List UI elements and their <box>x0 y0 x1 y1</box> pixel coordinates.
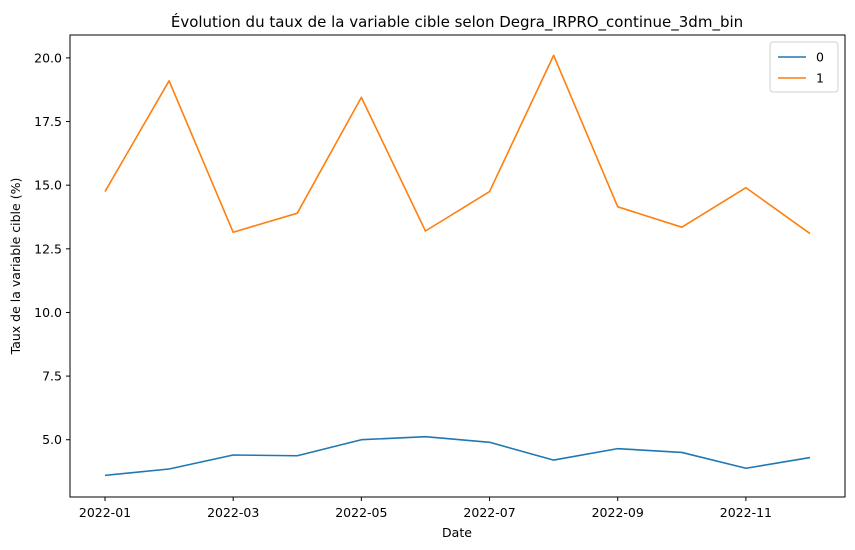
y-tick-label: 12.5 <box>34 241 62 256</box>
legend-label-0: 0 <box>816 50 824 65</box>
legend-label-1: 1 <box>816 71 824 86</box>
x-axis-label: Date <box>442 525 472 540</box>
x-tick-label: 2022-07 <box>463 505 515 520</box>
y-tick-label: 5.0 <box>42 432 62 447</box>
y-axis-label: Taux de la variable cible (%) <box>8 178 23 356</box>
x-tick-label: 2022-01 <box>79 505 131 520</box>
y-tick-label: 20.0 <box>34 50 62 65</box>
x-tick-label: 2022-05 <box>335 505 387 520</box>
x-tick-label: 2022-11 <box>720 505 772 520</box>
x-tick-label: 2022-09 <box>592 505 644 520</box>
y-tick-label: 7.5 <box>42 369 62 384</box>
series-line-1 <box>104 54 811 235</box>
legend-box <box>769 41 839 93</box>
series-line-0 <box>104 435 811 477</box>
plot-frame <box>69 34 846 498</box>
chart-title: Évolution du taux de la variable cible s… <box>171 12 743 32</box>
legend: 01 <box>769 41 839 93</box>
x-tick-label: 2022-03 <box>207 505 259 520</box>
y-tick-label: 10.0 <box>34 305 62 320</box>
y-tick-label: 17.5 <box>34 114 62 129</box>
y-tick-label: 15.0 <box>34 178 62 193</box>
